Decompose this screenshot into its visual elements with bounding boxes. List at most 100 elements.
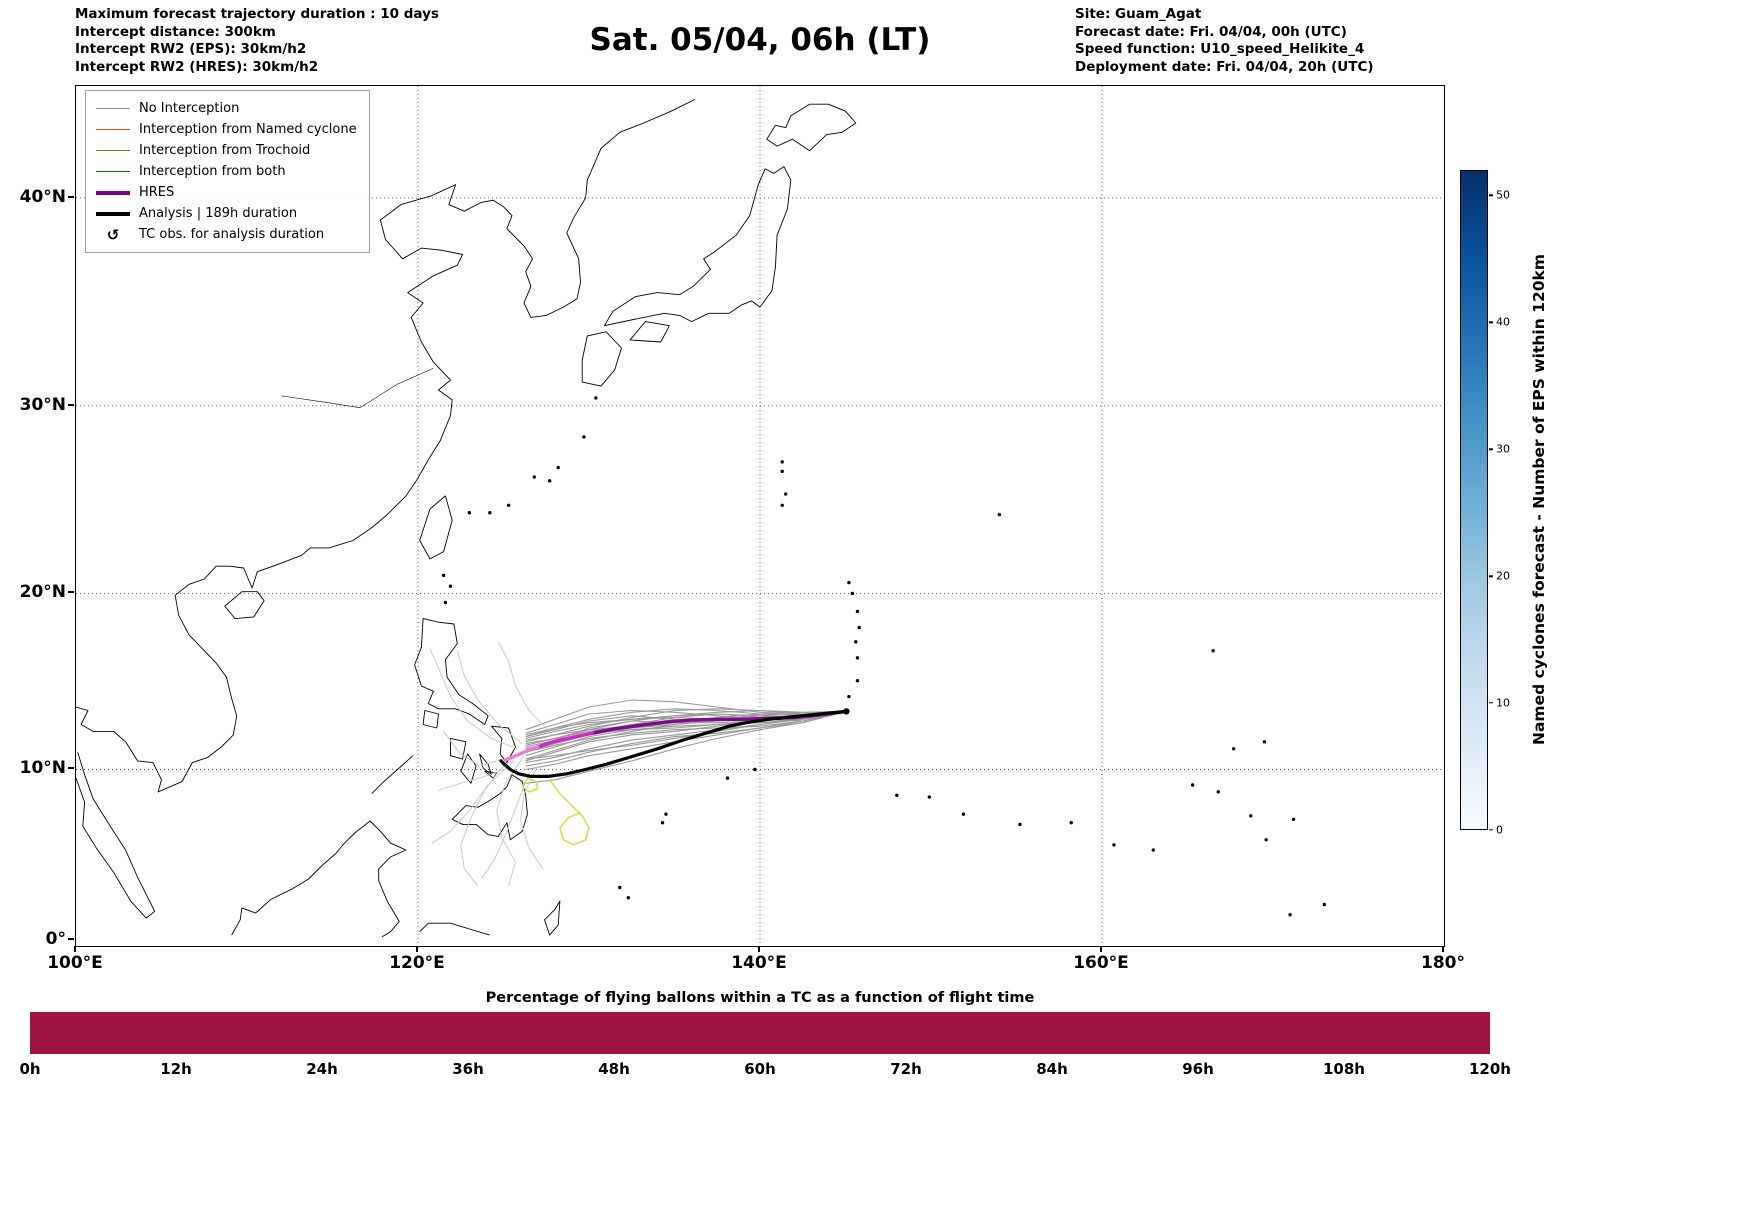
colorbar-label: Named cyclones forecast - Number of EPS … (1530, 254, 1548, 746)
small-island-dot (547, 479, 552, 483)
small-island-dot (780, 503, 784, 507)
colorbar-tick-mark (1489, 321, 1493, 323)
intercept-rw2-hres-line: Intercept RW2 (HRES): 30km/h2 (75, 58, 319, 75)
legend-label: Interception from Named cyclone (139, 122, 357, 137)
ensemble-trajectory (525, 710, 847, 750)
lat-tick-label: 40°N (19, 186, 66, 207)
tc-obs-icon: ↺ (106, 225, 120, 244)
small-island-dot (618, 885, 622, 890)
flight-time-tick-label: 72h (890, 1060, 922, 1078)
small-island-dot (532, 475, 536, 479)
legend-label: Interception from both (139, 164, 286, 179)
deployment-date-line: Deployment date: Fri. 04/04, 20h (UTC) (1075, 58, 1374, 75)
lon-tick-label: 140°E (731, 953, 787, 973)
small-island-dot (448, 584, 453, 588)
small-island-dot (467, 511, 471, 515)
trochoid-trajectory (549, 779, 590, 846)
intercept-rw2-eps-line: Intercept RW2 (EPS): 30km/h2 (75, 41, 307, 57)
ensemble-trajectory (525, 710, 847, 760)
speed-function-line: Speed function: U10_speed_Helikite_4 (1075, 41, 1365, 57)
ensemble-trajectory (525, 710, 847, 764)
small-island-dot (847, 580, 851, 585)
trajectory-tail (480, 772, 530, 880)
borneo (231, 820, 407, 938)
legend-line-swatch (96, 150, 130, 151)
legend-item: ↺ TC obs. for analysis duration (96, 224, 357, 245)
hokkaido (766, 103, 857, 152)
colorbar-tick-label: 10 (1496, 696, 1510, 710)
small-island-dot (1264, 838, 1268, 842)
map-legend: No Interception Interception from Named c… (85, 90, 370, 253)
legend-label: TC obs. for analysis duration (139, 227, 325, 242)
flight-time-tick-label: 36h (452, 1060, 484, 1078)
lon-tick-label: 160°E (1073, 953, 1129, 973)
legend-label: Analysis | 189h duration (139, 206, 298, 221)
legend-item: Analysis | 189h duration (96, 203, 357, 224)
legend-line-swatch (96, 129, 130, 130)
asia-mainland-coast (76, 98, 696, 793)
small-island-dot (1112, 843, 1116, 847)
lat-tick-mark (68, 195, 74, 198)
colorbar-tick-mark (1489, 702, 1493, 704)
small-island-dot (854, 640, 858, 644)
shikoku (629, 321, 670, 343)
flight-time-tick-label: 84h (1036, 1060, 1068, 1078)
flight-time-tick-label: 108h (1323, 1060, 1365, 1078)
hres-trajectory (536, 731, 595, 749)
lon-tick-label: 100°E (47, 953, 103, 973)
ensemble-trajectory (525, 710, 847, 784)
lat-tick-mark (68, 767, 74, 770)
small-island-dot (753, 767, 757, 772)
small-island-dot (927, 795, 931, 799)
tc-percentage-bar (30, 1012, 1490, 1054)
max-duration-line: Maximum forecast trajectory duration : 1… (75, 6, 439, 22)
flight-time-tick-label: 60h (744, 1060, 776, 1078)
ensemble-trajectory (525, 710, 847, 753)
map-plot: No Interception Interception from Named c… (75, 85, 1445, 947)
colorbar: 0 10 20 30 40 50 Named cyclones forecast - Nu… (1460, 170, 1660, 837)
lat-tick-mark (68, 403, 74, 406)
small-island-dot (855, 609, 860, 614)
colorbar-tick-mark (1489, 194, 1493, 197)
legend-line-swatch (96, 211, 130, 216)
forecast-date-line: Forecast date: Fri. 04/04, 00h (UTC) (1075, 23, 1347, 40)
small-island-dot (664, 812, 668, 816)
small-island-dot (1018, 822, 1022, 827)
small-island-dot (1211, 649, 1215, 653)
mindanao (451, 774, 528, 841)
colorbar-tick-label: 20 (1496, 569, 1510, 583)
small-island-dot (961, 812, 966, 816)
ensemble-trajectory (525, 708, 847, 743)
small-island-dot (1291, 817, 1296, 821)
ensemble-trajectory (525, 699, 847, 731)
trajectory-tail (456, 650, 523, 744)
legend-item: Interception from Named cyclone (96, 119, 357, 140)
small-island-dot (1322, 902, 1327, 907)
small-island-dot (855, 679, 860, 683)
small-island-dot (857, 625, 861, 630)
legend-label: No Interception (139, 101, 240, 116)
small-island-dot (1216, 790, 1220, 794)
small-island-dot (1151, 848, 1156, 852)
small-island-dot (997, 512, 1002, 517)
legend-line-swatch (96, 190, 130, 195)
lat-tick-label: 30°N (19, 394, 66, 415)
flight-time-tick-label: 96h (1182, 1060, 1214, 1078)
flight-time-tick-label: 48h (598, 1060, 630, 1078)
map-canvas (76, 86, 1444, 946)
ensemble-trajectory (525, 709, 847, 736)
luzon (414, 618, 489, 725)
small-island-dot (1069, 821, 1073, 825)
palawan (371, 755, 414, 794)
small-island-dot (895, 793, 899, 798)
colorbar-tick-mark (1489, 829, 1493, 831)
trajectory-tail (443, 731, 504, 767)
malay-peninsula (76, 752, 156, 919)
legend-label: HRES (139, 185, 175, 200)
analysis-trajectory (499, 709, 848, 778)
colorbar-tick-label: 40 (1496, 315, 1510, 329)
hres-trajectory (503, 745, 540, 762)
colorbar-tick-mark (1489, 575, 1493, 577)
small-island-dot (1288, 912, 1292, 917)
